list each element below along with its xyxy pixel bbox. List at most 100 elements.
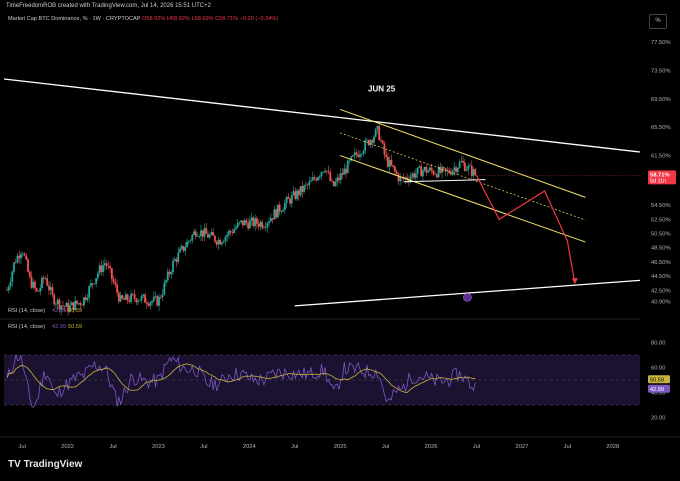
candle-body xyxy=(299,186,302,196)
candle-body xyxy=(425,167,428,173)
candle-body xyxy=(214,235,216,242)
candle-body xyxy=(271,218,274,220)
candle-body xyxy=(320,172,323,177)
candle-body xyxy=(107,265,110,267)
candle-body xyxy=(259,221,262,227)
rsi-legend-ma-value: 50.59 xyxy=(68,324,82,330)
rsi-tick-label: 60.00 xyxy=(651,366,666,372)
candle-body xyxy=(182,246,185,251)
candle-body xyxy=(463,162,466,171)
candle-body xyxy=(137,300,139,303)
candle-body xyxy=(166,271,169,281)
percent-scale-button[interactable]: % xyxy=(649,14,667,29)
rsi-legend-ma-value: 50.59 xyxy=(68,308,82,314)
candle-body xyxy=(462,161,464,163)
candle-body xyxy=(21,253,24,255)
candle-body xyxy=(325,170,328,172)
candle-body xyxy=(352,155,354,157)
candle-body xyxy=(275,209,278,218)
candle-body xyxy=(273,209,276,220)
candle-body xyxy=(175,259,178,262)
candle-body xyxy=(20,254,22,259)
candle-body xyxy=(88,286,91,298)
candle-body xyxy=(215,241,218,245)
candle-body xyxy=(374,129,377,137)
candle-body xyxy=(338,177,340,181)
candle-body xyxy=(242,220,244,226)
rsi-badge-value: 42.99 xyxy=(650,387,664,393)
candle-body xyxy=(453,167,456,171)
channel-mid xyxy=(340,132,586,221)
candle-body xyxy=(283,203,286,211)
candle-body xyxy=(117,292,120,302)
candle-body xyxy=(387,156,389,167)
candle-body xyxy=(222,241,225,243)
candle-body xyxy=(168,271,171,275)
rsi-tick-label: 40.00 xyxy=(651,391,666,397)
ohlc-high: H58.92% xyxy=(166,16,190,22)
time-tick-label: 2028 xyxy=(606,444,619,450)
candle-body xyxy=(35,288,38,291)
candle-body xyxy=(72,302,75,311)
candle-body xyxy=(135,298,138,303)
candle-body xyxy=(261,221,264,228)
candle-body xyxy=(278,204,281,212)
candle-body xyxy=(360,154,363,155)
candle-body xyxy=(381,140,384,144)
candle-body xyxy=(346,160,349,174)
candle-body xyxy=(353,152,356,156)
candle-body xyxy=(189,240,192,242)
candle-body xyxy=(86,297,89,300)
candle-body xyxy=(158,296,160,306)
candle-body xyxy=(231,231,234,233)
channel-upper xyxy=(340,108,586,198)
price-tick-label: 48.50% xyxy=(651,246,671,252)
candle-body xyxy=(442,167,445,169)
candle-body xyxy=(217,239,220,245)
candle-body xyxy=(96,273,99,279)
candle-body xyxy=(186,241,188,248)
candle-body xyxy=(257,223,260,227)
candle-body xyxy=(198,236,201,237)
price-tick-label: 52.50% xyxy=(651,217,671,223)
symbol-title: Market Cap BTC Dominance, % · 1W · CRYPT… xyxy=(8,16,141,22)
candle-body xyxy=(201,230,204,237)
rsi-pane xyxy=(4,354,640,408)
candle-body xyxy=(84,297,87,300)
time-tick-label: 2023 xyxy=(152,444,165,450)
candle-body xyxy=(388,159,391,167)
candle-body xyxy=(455,167,457,172)
candle-body xyxy=(444,168,447,172)
grid xyxy=(0,318,680,438)
time-tick-label: 2026 xyxy=(425,444,438,450)
candle-body xyxy=(385,154,388,157)
candle-body xyxy=(147,304,150,306)
candle-body xyxy=(460,161,463,163)
candle-body xyxy=(25,255,28,260)
candle-body xyxy=(39,287,42,292)
candle-body xyxy=(318,176,321,178)
candle-body xyxy=(98,265,101,274)
candle-body xyxy=(177,252,180,262)
candle-body xyxy=(303,185,305,192)
candle-body xyxy=(89,283,92,287)
price-tick-label: 42.50% xyxy=(651,288,671,294)
candle-body xyxy=(348,160,351,162)
candle-body xyxy=(268,221,271,224)
candle-body xyxy=(451,170,454,175)
candle-body xyxy=(407,179,410,182)
candle-body xyxy=(238,222,241,223)
candle-body xyxy=(458,162,461,168)
candle-body xyxy=(252,217,255,226)
candle-body xyxy=(308,181,311,186)
price-tick-label: 44.50% xyxy=(651,274,671,280)
candle-body xyxy=(226,234,229,237)
candle-body xyxy=(6,290,8,291)
candle-body xyxy=(28,271,31,277)
candle-body xyxy=(339,173,342,181)
candle-body xyxy=(392,165,395,167)
candle-body xyxy=(165,280,167,283)
candle-body xyxy=(79,302,82,306)
candle-body xyxy=(439,166,442,173)
